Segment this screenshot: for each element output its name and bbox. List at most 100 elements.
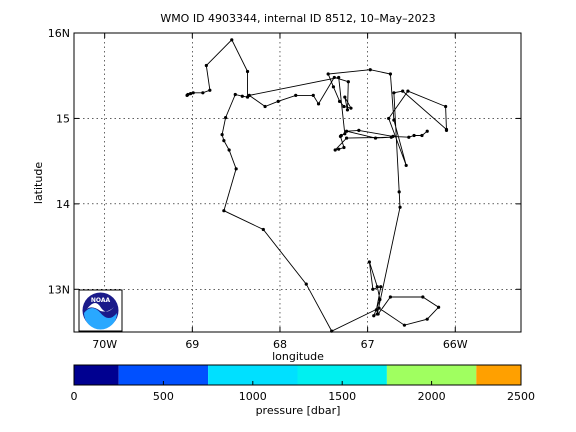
trajectory-point <box>378 297 382 302</box>
trajectory-point <box>404 163 408 168</box>
trajectory-point <box>337 99 342 103</box>
plot-area: 70W 69 68 67 66W 13N 14 15 16N <box>48 27 522 351</box>
trajectory-point <box>326 72 330 76</box>
trajectory-point <box>227 148 231 152</box>
trajectory-point <box>240 94 244 98</box>
trajectory-point <box>208 88 212 92</box>
plot-background <box>74 33 521 332</box>
trajectory-point <box>377 306 381 310</box>
trajectory-point <box>316 102 321 106</box>
x-tick-label: 70W <box>92 338 117 351</box>
trajectory-point <box>204 63 208 68</box>
trajectory-point <box>397 190 401 194</box>
trajectory-point <box>276 99 280 103</box>
y-tick-label: 13N <box>48 283 70 296</box>
trajectory-point <box>188 92 193 96</box>
trajectory-point <box>368 68 372 72</box>
colorbar-tick-label: 1500 <box>328 390 356 403</box>
trajectory-point <box>349 106 353 110</box>
trajectory-point <box>186 92 190 97</box>
colorbar: 0 500 1000 1500 2000 2500 pressure [dbar] <box>71 364 535 417</box>
trajectory-point <box>379 285 383 289</box>
trajectory-point <box>425 129 429 133</box>
colorbar-band <box>386 365 477 385</box>
colorbar-tick-label: 1000 <box>239 390 267 403</box>
trajectory-point <box>371 287 375 291</box>
colorbar-frame <box>73 364 522 386</box>
trajectory-point <box>444 104 448 109</box>
trajectory-point <box>230 38 234 42</box>
x-tick-label: 67 <box>361 338 375 351</box>
grid <box>74 32 521 332</box>
trajectory-point <box>247 93 251 97</box>
trajectory-point <box>420 133 424 138</box>
trajectory-point <box>372 314 376 318</box>
trajectory-point <box>388 295 393 299</box>
trajectory-point <box>337 75 341 80</box>
trajectory-point <box>344 129 349 133</box>
y-tick-label: 14 <box>56 198 70 211</box>
colorbar-band <box>74 365 119 385</box>
trajectory-point <box>224 115 228 120</box>
trajectory-point <box>331 85 336 89</box>
trajectory-point <box>333 148 337 152</box>
axis-ticks: 70W 69 68 67 66W 13N 14 15 16N <box>48 27 521 351</box>
trajectory-point <box>337 147 341 151</box>
colorbar-ticks: 0 500 1000 1500 2000 2500 <box>71 381 535 403</box>
trajectory-point <box>343 132 347 136</box>
colorbar-band <box>208 365 298 385</box>
trajectory-point <box>425 317 429 321</box>
trajectory-point <box>374 308 378 312</box>
y-axis-label: latitude <box>32 162 45 204</box>
trajectory-point <box>261 227 265 232</box>
trajectory-point <box>402 323 407 327</box>
trajectory-point <box>304 282 308 286</box>
trajectory-point <box>421 295 425 299</box>
trajectory-point <box>201 91 205 95</box>
colorbar-tick-label: 0 <box>71 390 78 403</box>
trajectory-point <box>392 118 396 122</box>
colorbar-bands <box>74 365 521 385</box>
trajectory-point <box>245 69 250 74</box>
trajectory-point <box>344 136 349 140</box>
trajectory-point <box>412 133 416 138</box>
trajectory-point <box>392 91 396 95</box>
y-tick-label: 15 <box>56 112 70 125</box>
trajectory-point <box>234 167 238 171</box>
x-tick-label: 69 <box>185 338 199 351</box>
trajectory-point <box>367 260 371 264</box>
trajectory-point <box>444 128 449 132</box>
trajectory-point <box>401 89 405 93</box>
x-tick-label: 68 <box>273 338 287 351</box>
logo-lettering: NOAA <box>91 297 111 304</box>
noaa-logo: NOAA <box>78 289 123 332</box>
colorbar-tick-label: 2000 <box>418 390 446 403</box>
colorbar-band <box>118 365 209 385</box>
trajectory-point <box>373 136 378 140</box>
trajectory-point <box>398 205 402 209</box>
trajectory-point <box>342 104 346 109</box>
trajectory-point <box>357 128 361 132</box>
trajectory-point <box>191 91 195 95</box>
trajectory-point <box>345 108 350 112</box>
y-tick-label: 16N <box>48 27 70 40</box>
trajectory-point <box>388 72 393 76</box>
trajectory-point <box>263 104 267 109</box>
trajectory-point <box>391 134 395 138</box>
logo-wave <box>84 308 117 330</box>
logo-gull <box>87 302 114 312</box>
trajectory-point <box>233 92 237 97</box>
x-tick-label: 66W <box>443 338 468 351</box>
trajectory-point <box>406 89 410 93</box>
trajectory-point <box>311 93 315 97</box>
trajectory-series <box>185 38 449 333</box>
colorbar-band <box>476 365 521 385</box>
trajectory-point <box>220 133 224 137</box>
trajectory-point <box>346 80 350 84</box>
chart-title: WMO ID 4903344, internal ID 8512, 10–May… <box>160 12 435 25</box>
trajectory-point <box>375 312 379 316</box>
x-axis-label: longitude <box>272 350 324 363</box>
colorbar-band <box>297 365 387 385</box>
trajectory-point <box>375 285 379 289</box>
